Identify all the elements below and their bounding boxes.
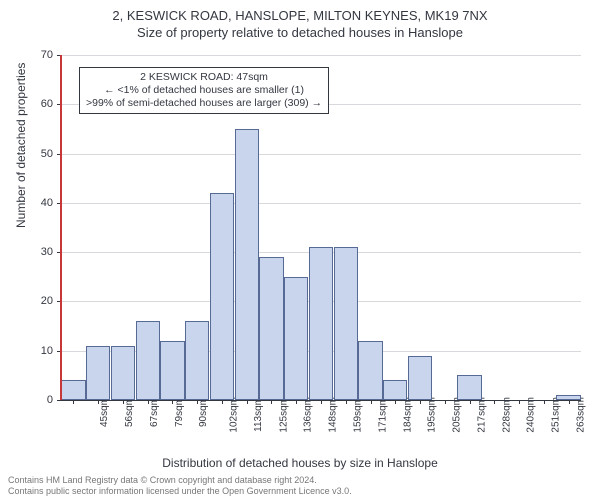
x-tick-label: 79sqm — [174, 397, 185, 427]
chart-container: 01020304050607045sqm56sqm67sqm79sqm90sqm… — [60, 55, 580, 400]
x-tick — [222, 400, 223, 404]
bar — [210, 193, 234, 400]
x-tick-label: 148sqm — [328, 397, 339, 433]
footer-line-1: Contains HM Land Registry data © Crown c… — [8, 475, 352, 486]
plot-area: 01020304050607045sqm56sqm67sqm79sqm90sqm… — [60, 55, 581, 401]
bar — [284, 277, 308, 400]
x-tick — [371, 400, 372, 404]
x-tick — [445, 400, 446, 404]
bar — [457, 375, 481, 400]
x-tick-label: 228sqm — [501, 397, 512, 433]
x-tick — [346, 400, 347, 404]
bar — [259, 257, 283, 400]
x-tick — [271, 400, 272, 404]
x-tick — [98, 400, 99, 404]
x-tick — [197, 400, 198, 404]
x-tick-label: 125sqm — [278, 397, 289, 433]
bar — [61, 380, 85, 400]
y-tick-label: 40 — [29, 197, 53, 209]
bar — [86, 346, 110, 400]
x-tick-label: 263sqm — [575, 397, 586, 433]
y-tick-label: 60 — [29, 98, 53, 110]
x-tick-label: 113sqm — [253, 397, 264, 432]
bar — [383, 380, 407, 400]
x-tick-label: 45sqm — [99, 397, 110, 427]
bar — [111, 346, 135, 400]
x-tick — [247, 400, 248, 404]
x-tick — [494, 400, 495, 404]
bar — [235, 129, 259, 400]
y-tick-label: 20 — [29, 295, 53, 307]
y-tick — [57, 400, 61, 401]
annotation-box: 2 KESWICK ROAD: 47sqm← <1% of detached h… — [79, 67, 329, 114]
y-tick-label: 70 — [29, 49, 53, 61]
x-tick — [519, 400, 520, 404]
bar — [334, 247, 358, 400]
x-tick-label: 136sqm — [303, 397, 314, 433]
chart-title-main: 2, KESWICK ROAD, HANSLOPE, MILTON KEYNES… — [0, 0, 600, 23]
x-tick — [172, 400, 173, 404]
bar — [408, 356, 432, 400]
x-tick-label: 217sqm — [476, 397, 487, 433]
x-tick-label: 56sqm — [124, 397, 135, 427]
x-tick-label: 251sqm — [551, 397, 562, 433]
x-tick — [296, 400, 297, 404]
x-tick — [73, 400, 74, 404]
bar — [160, 341, 184, 400]
x-tick-label: 90sqm — [198, 397, 209, 427]
y-tick-label: 50 — [29, 148, 53, 160]
x-axis-title: Distribution of detached houses by size … — [0, 456, 600, 470]
chart-footer: Contains HM Land Registry data © Crown c… — [8, 475, 352, 497]
bar — [309, 247, 333, 400]
x-tick-label: 184sqm — [402, 397, 413, 433]
x-tick — [395, 400, 396, 404]
x-tick-label: 205sqm — [452, 397, 463, 433]
x-tick-label: 240sqm — [526, 397, 537, 433]
x-tick — [123, 400, 124, 404]
footer-line-2: Contains public sector information licen… — [8, 486, 352, 497]
chart-title-sub: Size of property relative to detached ho… — [0, 23, 600, 40]
bar — [136, 321, 160, 400]
annotation-line: 2 KESWICK ROAD: 47sqm — [86, 71, 322, 84]
x-tick — [569, 400, 570, 404]
bar — [358, 341, 382, 400]
x-tick-label: 159sqm — [353, 397, 364, 433]
y-tick-label: 0 — [29, 394, 53, 406]
x-tick — [321, 400, 322, 404]
x-tick-label: 171sqm — [377, 397, 388, 433]
y-tick-label: 10 — [29, 345, 53, 357]
annotation-line: ← <1% of detached houses are smaller (1) — [86, 84, 322, 97]
y-tick-label: 30 — [29, 246, 53, 258]
x-tick-label: 102sqm — [229, 397, 240, 433]
bar — [185, 321, 209, 400]
y-axis-title: Number of detached properties — [14, 63, 28, 228]
x-tick — [148, 400, 149, 404]
grid-line — [61, 203, 581, 204]
annotation-line: >99% of semi-detached houses are larger … — [86, 97, 322, 110]
marker-line — [60, 55, 62, 400]
x-tick-label: 67sqm — [149, 397, 160, 427]
grid-line — [61, 154, 581, 155]
grid-line — [61, 55, 581, 56]
x-tick — [544, 400, 545, 404]
x-tick — [470, 400, 471, 404]
x-tick-label: 195sqm — [427, 397, 438, 433]
x-tick — [420, 400, 421, 404]
